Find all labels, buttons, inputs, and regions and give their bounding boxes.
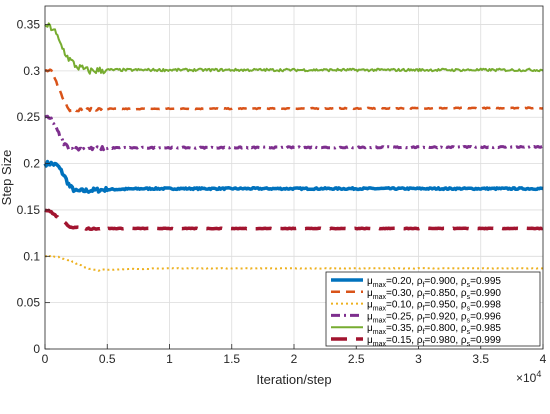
y-tick-label: 0.1 (23, 249, 40, 263)
x-tick-label: 1 (166, 352, 173, 366)
series-line-4 (44, 114, 544, 153)
x-tick-label: 2 (291, 352, 298, 366)
series-line-1 (43, 159, 544, 194)
x-tick-label: 0 (42, 352, 49, 366)
legend-entry: μmax=0.20, ρf=0.900, ρs=0.995 (367, 276, 501, 289)
x-multiplier-base: ×10 (516, 371, 537, 385)
series-line-6 (44, 208, 544, 231)
legend-entry: μmax=0.15, ρf=0.980, ρs=0.999 (367, 335, 501, 348)
y-tick-label: 0.35 (17, 18, 41, 32)
legend-entry: μmax=0.10, ρf=0.950, ρs=0.998 (367, 300, 501, 313)
y-tick-label: 0.2 (23, 157, 40, 171)
x-tick-label: 4 (540, 352, 547, 366)
legend-entry: μmax=0.35, ρf=0.800, ρs=0.985 (367, 323, 501, 336)
y-tick-label: 0 (33, 342, 40, 356)
y-tick-label: 0.05 (17, 296, 41, 310)
x-tick-label: 2.5 (348, 352, 365, 366)
series-line-3 (44, 255, 543, 272)
legend-box (325, 271, 541, 347)
y-tick-label: 0.15 (17, 203, 41, 217)
y-axis-label: Step Size (0, 150, 14, 206)
legend: μmax=0.20, ρf=0.900, ρs=0.995μmax=0.30, … (325, 271, 541, 348)
y-tick-label: 0.25 (17, 110, 41, 124)
y-tick-label: 0.3 (23, 64, 40, 78)
x-axis-multiplier: ×104 (516, 369, 541, 385)
series-line-5 (44, 22, 544, 75)
grid (44, 6, 544, 350)
x-axis-label: Iteration/step (256, 372, 331, 387)
x-tick-label: 1.5 (223, 352, 240, 366)
legend-entry: μmax=0.30, ρf=0.850, ρs=0.990 (367, 288, 501, 301)
x-tick-label: 0.5 (99, 352, 116, 366)
ticks: 0 0.5 1 1.5 2 2.5 3 3.5 4 0 0.05 0.1 0.15 0.2 0.25 0.3 0… (17, 18, 547, 366)
x-tick-label: 3.5 (472, 352, 489, 366)
x-multiplier-exponent: 4 (536, 369, 541, 379)
series-line-2 (44, 68, 544, 113)
series-lines (43, 22, 544, 272)
x-tick-label: 3 (415, 352, 422, 366)
legend-entry: μmax=0.25, ρf=0.920, ρs=0.996 (367, 311, 501, 324)
